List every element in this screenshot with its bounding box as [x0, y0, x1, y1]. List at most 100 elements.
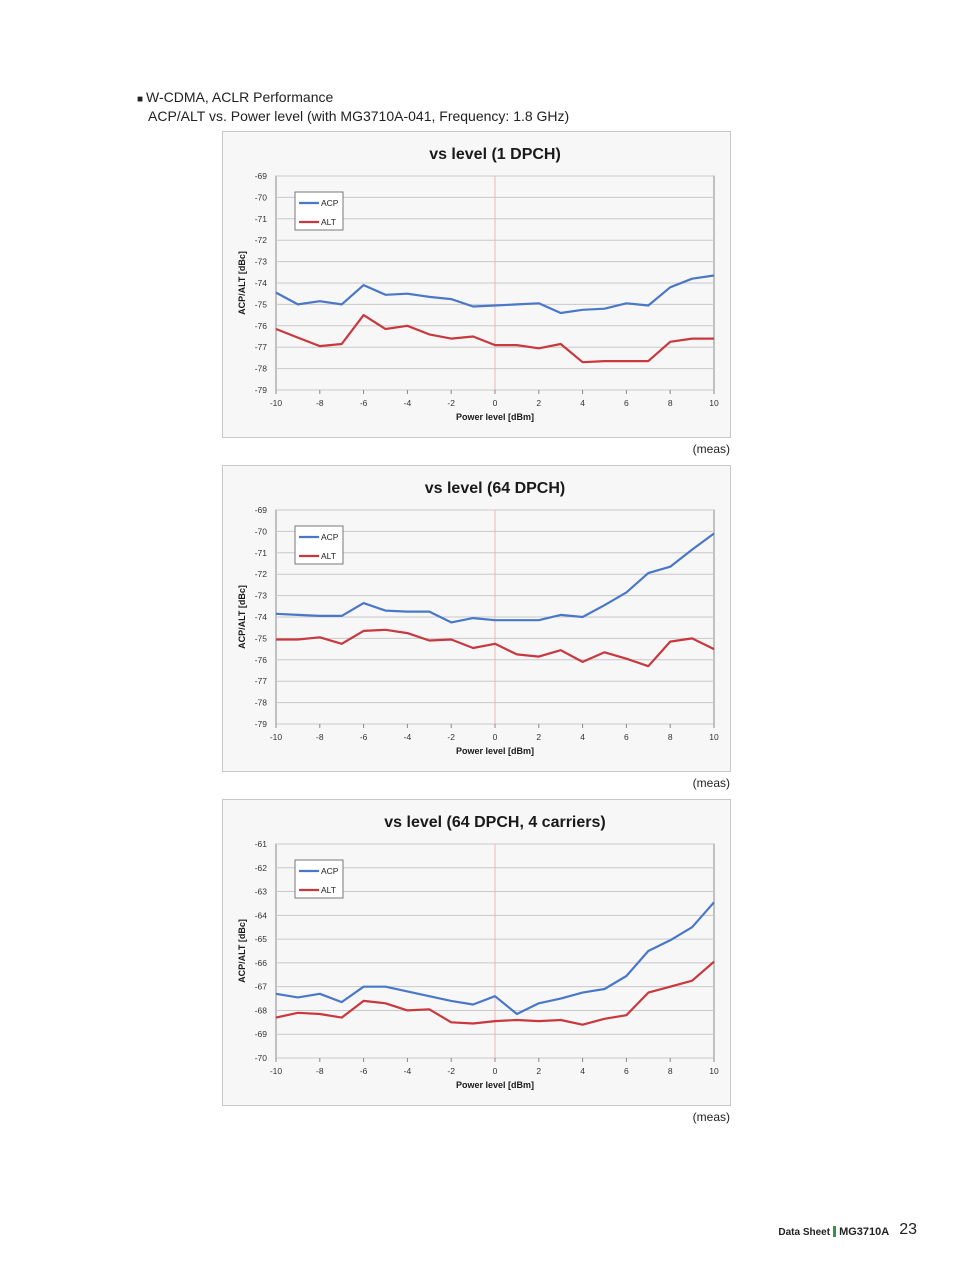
bullet-marker: ■	[137, 94, 144, 105]
x-tick-label: 2	[536, 1066, 541, 1076]
y-tick-label: -69	[255, 1029, 268, 1039]
series-line-alt	[275, 314, 714, 364]
x-tick-label: 8	[668, 1066, 673, 1076]
y-tick-label: -72	[255, 235, 268, 245]
y-tick-label: -77	[255, 342, 268, 352]
y-tick-label: -76	[255, 321, 268, 331]
y-tick-label: -79	[255, 385, 268, 395]
section-heading: ■ W-CDMA, ACLR Performance ACP/ALT vs. Po…	[137, 89, 569, 125]
x-tick-label: -8	[316, 1066, 324, 1076]
y-tick-label: -77	[255, 676, 268, 686]
chart-panel-3: vs level (64 DPCH, 4 carriers) -61 -62 -63-…	[222, 799, 731, 1106]
page-footer: Data Sheet MG3710A 23	[778, 1221, 917, 1239]
chart-1: vs level (1 DPCH) -69 -70 -71 -72 -73 -74 -75 -7…	[237, 146, 719, 422]
y-tick-label: -71	[255, 214, 268, 224]
x-tick-label: 2	[536, 398, 541, 408]
series-line-acp	[275, 901, 715, 1016]
footer-model: MG3710A	[839, 1226, 890, 1238]
x-tick-label: -4	[404, 1066, 412, 1076]
legend-box	[294, 191, 344, 231]
x-tick-label: 8	[668, 732, 673, 742]
y-tick-label: -70	[255, 526, 268, 536]
y-tick-label: -61	[255, 839, 268, 849]
x-tick-label: 0	[493, 732, 498, 742]
legend-label-alt: ALT	[321, 551, 336, 561]
series-line-acp	[275, 532, 715, 624]
y-tick-label: -68	[255, 1005, 268, 1015]
y-tick-label: -76	[255, 655, 268, 665]
y-tick-label: -74	[255, 278, 268, 288]
legend-label-acp: ACP	[321, 532, 339, 542]
y-tick-label: -75	[255, 633, 268, 643]
legend-box	[294, 859, 344, 899]
chart-panel-1: vs level (1 DPCH) -69 -70 -71 -72 -73 -74 -75 -7…	[222, 131, 731, 438]
x-tick-label: 10	[709, 732, 719, 742]
series-line-alt	[275, 960, 715, 1026]
y-tick-label: -70	[255, 192, 268, 202]
x-tick-label: -4	[404, 732, 412, 742]
chart-panel-2: vs level (64 DPCH) -69 -70 -71 -72 -73 -74 -75 -…	[222, 465, 731, 772]
x-tick-label: 10	[709, 398, 719, 408]
heading-title: W-CDMA, ACLR Performance	[146, 89, 334, 105]
y-tick-label: -63	[255, 887, 268, 897]
x-tick-label: -6	[360, 1066, 368, 1076]
chart-caption-1: (meas)	[692, 442, 730, 456]
series-line-alt	[276, 628, 715, 668]
x-tick-label: 8	[668, 398, 673, 408]
legend-label-alt: ALT	[321, 217, 336, 227]
x-tick-label: 2	[536, 732, 541, 742]
chart-caption-3: (meas)	[692, 1110, 730, 1124]
heading-subtitle: ACP/ALT vs. Power level (with MG3710A-04…	[148, 108, 570, 124]
x-tick-label: 6	[624, 1066, 629, 1076]
x-tick-label: -6	[360, 732, 368, 742]
x-tick-label: -2	[447, 398, 455, 408]
y-axis-label: ACP/ALT [dBc]	[237, 919, 247, 983]
chart-3: vs level (64 DPCH, 4 carriers)-61-62-63-…	[237, 814, 719, 1090]
x-tick-label: 0	[493, 1066, 498, 1076]
series-line-acp	[275, 274, 715, 315]
chart-title: vs level (1 DPCH)	[429, 146, 561, 163]
chart-caption-2: (meas)	[692, 776, 730, 790]
y-axis-label: ACP/ALT [dBc]	[237, 585, 247, 649]
chart-title: vs level (64 DPCH, 4 carriers)	[384, 814, 605, 831]
legend-box	[294, 525, 344, 565]
x-tick-label: -10	[270, 1066, 283, 1076]
footer-doc-type: Data Sheet	[778, 1227, 831, 1238]
y-tick-label: -71	[255, 548, 268, 558]
x-tick-label: 4	[580, 1066, 585, 1076]
chart-2: vs level (64 DPCH) -69 -70 -71 -72 -73 -74 -75 -…	[237, 480, 719, 756]
x-tick-label: -8	[316, 732, 324, 742]
y-tick-label: -78	[255, 698, 268, 708]
legend-label-acp: ACP	[321, 198, 339, 208]
y-tick-label: -64	[255, 910, 268, 920]
legend-label-acp: ACP	[321, 866, 339, 876]
x-tick-label: 4	[580, 732, 585, 742]
y-axis-label: ACP/ALT [dBc]	[237, 251, 247, 315]
y-tick-label: -78	[255, 364, 268, 374]
x-tick-label: 6	[624, 732, 629, 742]
page-number: 23	[899, 1221, 917, 1238]
legend-label-alt: ALT	[321, 885, 336, 895]
y-tick-label: -65	[255, 934, 268, 944]
y-tick-label: -75	[255, 299, 268, 309]
footer-divider	[833, 1226, 837, 1237]
x-axis-label: Power level [dBm]	[456, 412, 534, 422]
x-tick-label: 4	[580, 398, 585, 408]
x-tick-label: 6	[624, 398, 629, 408]
x-tick-label: -4	[404, 398, 412, 408]
y-tick-label: -69	[255, 171, 268, 181]
y-tick-label: -70	[255, 1053, 268, 1063]
chart-title: vs level (64 DPCH)	[425, 480, 566, 497]
x-tick-label: 10	[709, 1066, 719, 1076]
x-axis-label: Power level [dBm]	[456, 746, 534, 756]
x-tick-label: -10	[270, 398, 283, 408]
y-tick-label: -66	[255, 958, 268, 968]
y-tick-label: -62	[255, 863, 268, 873]
x-tick-label: -2	[447, 1066, 455, 1076]
x-tick-label: -2	[447, 732, 455, 742]
x-tick-label: 0	[493, 398, 498, 408]
y-tick-label: -74	[255, 612, 268, 622]
x-axis-label: Power level [dBm]	[456, 1080, 534, 1090]
x-tick-label: -10	[270, 732, 283, 742]
y-tick-label: -67	[255, 982, 268, 992]
